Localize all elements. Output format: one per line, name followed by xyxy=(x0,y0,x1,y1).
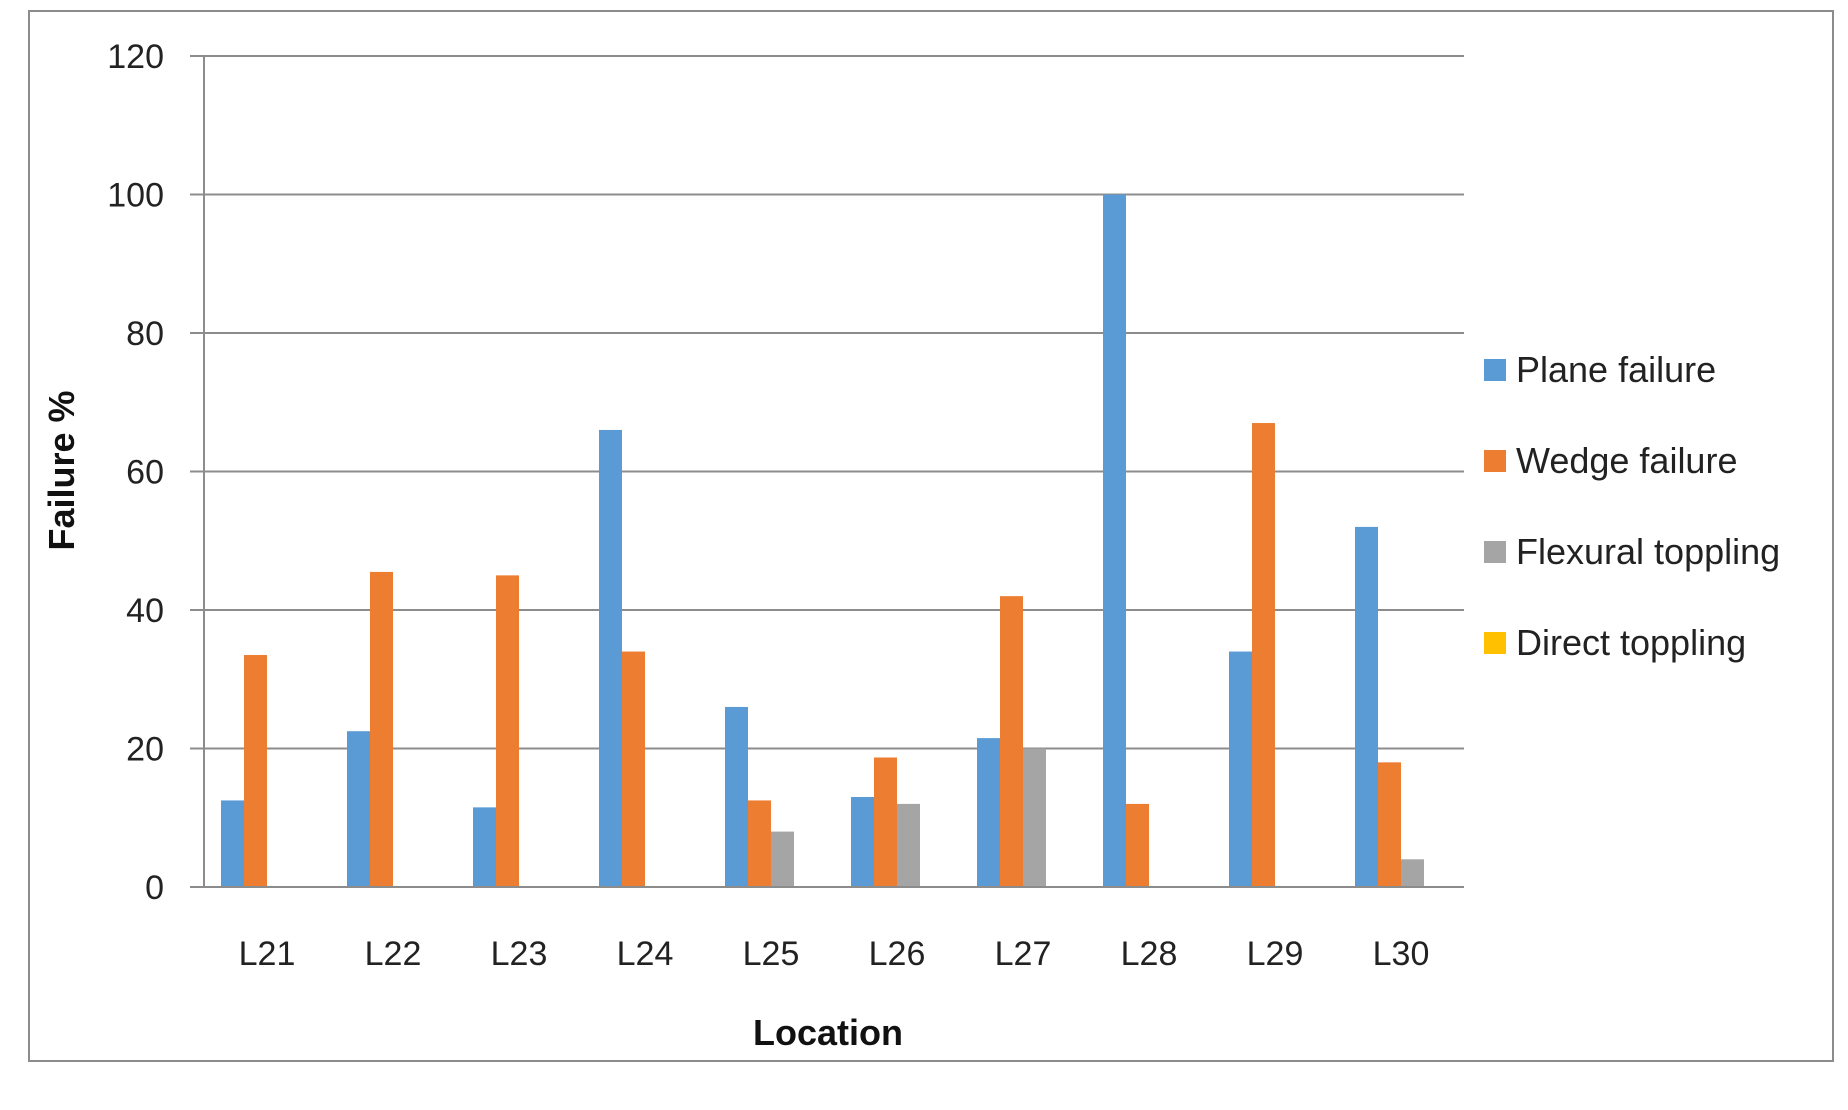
bar-flexural-toppling-l27 xyxy=(1023,748,1046,887)
legend-label: Direct toppling xyxy=(1516,622,1746,663)
bar-wedge-failure-l24 xyxy=(622,651,645,887)
y-tick-labels: 0 20 40 60 80 100 120 xyxy=(107,38,164,907)
y-tick-label: 20 xyxy=(126,731,164,769)
x-tick-label: L27 xyxy=(995,935,1052,973)
bar-wedge-failure-l23 xyxy=(496,575,519,887)
bar-plane-failure-l27 xyxy=(977,738,1000,887)
x-tick-label: L25 xyxy=(743,935,800,973)
chart-frame xyxy=(28,10,1834,1062)
bar-plane-failure-l28 xyxy=(1103,194,1126,887)
y-tick-label: 0 xyxy=(145,869,164,907)
legend-label: Flexural toppling xyxy=(1516,531,1780,572)
bar-plane-failure-l30 xyxy=(1355,526,1378,887)
y-tick-label: 60 xyxy=(126,454,164,492)
bar-flexural-toppling-l26 xyxy=(897,803,920,887)
bar-wedge-failure-l28 xyxy=(1126,803,1149,887)
bars xyxy=(221,194,1424,887)
x-tick-label: L30 xyxy=(1373,935,1430,973)
bar-plane-failure-l29 xyxy=(1229,651,1252,887)
bar-wedge-failure-l22 xyxy=(370,571,393,887)
legend-swatch xyxy=(1484,541,1506,563)
bar-plane-failure-l25 xyxy=(725,706,748,887)
y-tick-label: 40 xyxy=(126,592,164,630)
x-tick-label: L22 xyxy=(365,935,422,973)
bar-plane-failure-l23 xyxy=(473,807,496,887)
legend-swatch xyxy=(1484,359,1506,381)
legend: Plane failure Wedge failure Flexural toppl… xyxy=(1484,349,1780,663)
x-axis-title: Location xyxy=(753,1012,903,1053)
x-tick-label: L29 xyxy=(1247,935,1304,973)
x-tick-label: L24 xyxy=(617,935,674,973)
bar-wedge-failure-l27 xyxy=(1000,596,1023,887)
bar-plane-failure-l26 xyxy=(851,796,874,887)
bar-flexural-toppling-l25 xyxy=(771,831,794,887)
bar-plane-failure-l22 xyxy=(347,731,370,887)
legend-label: Wedge failure xyxy=(1516,440,1737,481)
x-tick-labels: L21 L22 L23 L24 L25 L26 L27 L28 L29 L30 xyxy=(239,935,1430,973)
bar-flexural-toppling-l30 xyxy=(1401,859,1424,887)
bar-wedge-failure-l25 xyxy=(748,800,771,887)
bar-plane-failure-l21 xyxy=(221,800,244,887)
bar-wedge-failure-l21 xyxy=(244,655,267,887)
legend-swatch xyxy=(1484,632,1506,654)
y-tick-label: 100 xyxy=(107,177,164,215)
legend-label: Plane failure xyxy=(1516,349,1716,390)
x-tick-label: L21 xyxy=(239,935,296,973)
axes xyxy=(203,56,1464,888)
y-axis-title: Failure % xyxy=(41,390,82,550)
y-tick-label: 80 xyxy=(126,315,164,353)
bar-wedge-failure-l30 xyxy=(1378,762,1401,887)
x-tick-label: L28 xyxy=(1121,935,1178,973)
x-tick-label: L23 xyxy=(491,935,548,973)
bar-wedge-failure-l26 xyxy=(874,757,897,887)
bar-wedge-failure-l29 xyxy=(1252,423,1275,887)
y-tick-label: 120 xyxy=(107,38,164,76)
bar-plane-failure-l24 xyxy=(599,429,622,887)
legend-swatch xyxy=(1484,450,1506,472)
x-tick-label: L26 xyxy=(869,935,926,973)
